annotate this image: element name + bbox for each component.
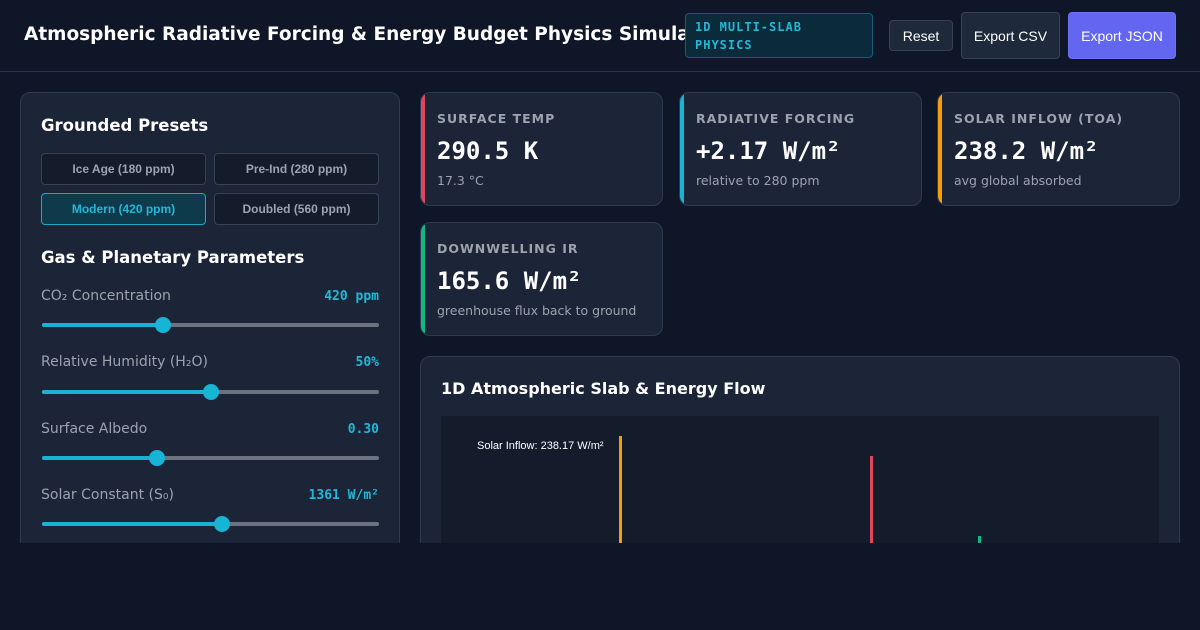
preset-pre-industrial-button[interactable]: Pre-Ind (280 ppm) (214, 153, 379, 185)
radiative-forcing-card: RADIATIVE FORCING +2.17 W/m² relative to… (679, 92, 922, 206)
card-subtext: avg global absorbed (954, 173, 1082, 188)
card-subtext: greenhouse flux back to ground (437, 303, 637, 318)
albedo-slider-fill (42, 456, 157, 460)
solar-constant-value: 1361 W/m² (308, 488, 379, 503)
export-csv-button[interactable]: Export CSV (961, 12, 1060, 59)
humidity-slider-thumb[interactable] (202, 384, 219, 400)
preset-doubled-button[interactable]: Doubled (560 ppm) (214, 193, 379, 225)
preset-modern-button[interactable]: Modern (420 ppm) (41, 193, 206, 225)
energy-flow-panel: 1D Atmospheric Slab & Energy Flow Solar … (420, 356, 1180, 576)
parameters-title: Gas & Planetary Parameters (41, 248, 305, 267)
humidity-label: Relative Humidity (H₂O) (41, 354, 208, 370)
app-title: Atmospheric Radiative Forcing & Energy B… (24, 24, 721, 45)
downwelling-ir-card: DOWNWELLING IR 165.6 W/m² greenhouse flu… (420, 222, 663, 336)
solar-constant-label: Solar Constant (S₀) (41, 487, 174, 503)
surface-temp-card: SURFACE TEMP 290.5 K 17.3 °C (420, 92, 663, 206)
page-background (0, 543, 1200, 630)
albedo-value: 0.30 (347, 422, 379, 437)
co2-value: 420 ppm (324, 289, 379, 304)
export-json-button[interactable]: Export JSON (1068, 12, 1176, 59)
co2-label: CO₂ Concentration (41, 288, 171, 304)
card-accent (421, 93, 425, 205)
card-subtext: 17.3 °C (437, 173, 484, 188)
surface-ir-arrow (870, 456, 873, 576)
controls-panel: Grounded Presets Ice Age (180 ppm) Pre-I… (20, 92, 400, 562)
humidity-slider[interactable] (42, 384, 379, 400)
card-accent (680, 93, 684, 205)
presets-title: Grounded Presets (41, 116, 209, 135)
model-badge: 1D MULTI-SLAB PHYSICS (685, 13, 873, 58)
preset-ice-age-button[interactable]: Ice Age (180 ppm) (41, 153, 206, 185)
card-label: SURFACE TEMP (437, 111, 556, 126)
albedo-slider-thumb[interactable] (148, 450, 165, 466)
co2-slider-thumb[interactable] (155, 317, 172, 333)
card-label: SOLAR INFLOW (TOA) (954, 111, 1124, 126)
solar-inflow-arrow (619, 436, 622, 576)
albedo-label: Surface Albedo (41, 421, 148, 437)
solar-inflow-label: Solar Inflow: 238.17 W/m² (477, 440, 604, 452)
solar-constant-slider-thumb[interactable] (214, 516, 231, 532)
card-value: +2.17 W/m² (696, 137, 841, 165)
energy-flow-title: 1D Atmospheric Slab & Energy Flow (441, 379, 766, 398)
card-value: 290.5 K (437, 137, 539, 165)
card-label: RADIATIVE FORCING (696, 111, 856, 126)
app-header: Atmospheric Radiative Forcing & Energy B… (0, 0, 1200, 72)
solar-constant-slider-fill (42, 522, 223, 526)
solar-inflow-card: SOLAR INFLOW (TOA) 238.2 W/m² avg global… (937, 92, 1180, 206)
co2-slider[interactable] (42, 317, 379, 333)
card-value: 165.6 W/m² (437, 267, 582, 295)
card-accent (938, 93, 942, 205)
humidity-slider-fill (42, 390, 211, 394)
co2-slider-fill (42, 323, 164, 327)
reset-button[interactable]: Reset (889, 20, 953, 51)
solar-constant-slider[interactable] (42, 516, 379, 532)
card-value: 238.2 W/m² (954, 137, 1099, 165)
card-accent (421, 223, 425, 335)
albedo-slider[interactable] (42, 450, 379, 466)
card-subtext: relative to 280 ppm (696, 173, 820, 188)
humidity-value: 50% (355, 355, 379, 370)
card-label: DOWNWELLING IR (437, 241, 579, 256)
